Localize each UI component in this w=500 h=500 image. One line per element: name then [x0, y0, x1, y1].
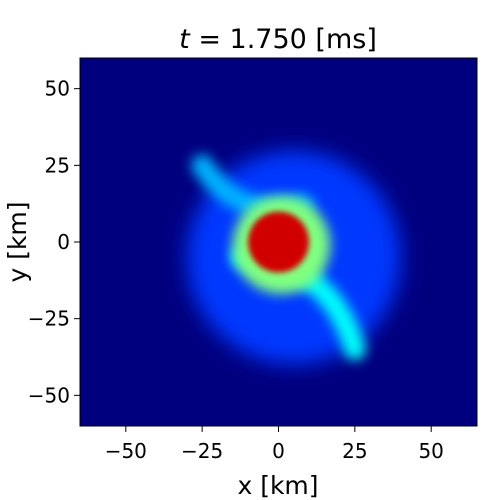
title-variable: t — [179, 24, 191, 55]
x-tick-label: 25 — [342, 439, 367, 463]
x-tick-label: 50 — [418, 439, 443, 463]
y-tick-label: −50 — [28, 383, 70, 407]
y-tick-label: 0 — [57, 230, 70, 254]
title-unit: [ms] — [315, 24, 376, 55]
y-axis: −50 −25 0 25 50 — [28, 77, 80, 407]
x-tick-label: −25 — [181, 439, 223, 463]
x-axis-label: x [km] — [237, 471, 318, 500]
heatmap-field — [80, 58, 477, 426]
title-value: 1.750 — [230, 24, 307, 55]
y-tick-label: 25 — [45, 153, 70, 177]
feature-core — [247, 211, 310, 273]
y-axis-label: y [km] — [3, 201, 32, 282]
x-tick-label: 0 — [272, 439, 285, 463]
y-tick-label: 50 — [45, 77, 70, 101]
x-tick-label: −50 — [105, 439, 147, 463]
y-tick-label: −25 — [28, 307, 70, 331]
chart-title: t = 1.750 [ms] — [179, 24, 377, 55]
x-axis: −50 −25 0 25 50 — [105, 426, 444, 463]
